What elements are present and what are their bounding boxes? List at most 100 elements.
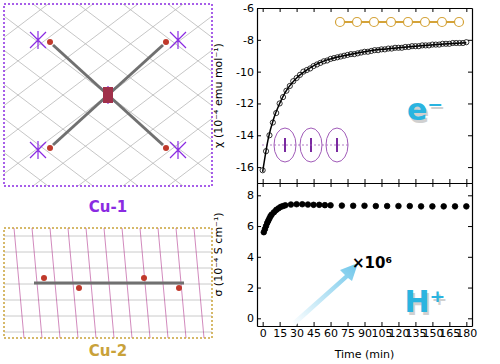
tick [398, 8, 399, 12]
tick-mark [468, 167, 472, 168]
data-point [373, 203, 379, 209]
metal-center [103, 87, 113, 103]
x-axis-top [258, 183, 473, 187]
tick-label: 75 [341, 327, 355, 340]
tick-mark [449, 8, 450, 12]
tick-mark [466, 183, 467, 187]
tick-mark [257, 288, 261, 289]
structure-label: Cu-1 [89, 198, 127, 216]
tick [280, 179, 281, 183]
tick: 6 [247, 220, 261, 233]
annotation: H⁺ [405, 284, 446, 319]
tick-mark [257, 318, 261, 319]
tick-mark [280, 183, 281, 187]
tick-mark [263, 8, 264, 12]
tick [432, 183, 433, 187]
tick [468, 195, 472, 196]
tick: -14 [236, 129, 261, 142]
fit-line [263, 43, 467, 172]
tick: 2 [247, 282, 261, 295]
tick: -8 [243, 34, 261, 47]
tick-mark [468, 257, 472, 258]
tick-mark [466, 8, 467, 12]
framework-line [168, 4, 212, 186]
chain-node [387, 18, 396, 27]
framework-line [168, 4, 212, 186]
annotation: ×10⁶ [352, 254, 392, 272]
tick-mark [263, 322, 264, 326]
data-point [418, 204, 424, 210]
increase-arrow [292, 263, 358, 325]
tick [365, 183, 366, 187]
inset-chain [335, 18, 464, 27]
tick [331, 183, 332, 187]
framework-line [4, 4, 48, 186]
tick-mark [314, 8, 315, 12]
tick-label: 8 [247, 189, 254, 202]
tick-label: 4 [247, 251, 254, 264]
structure-label: Cu-2 [89, 342, 127, 360]
tick: -16 [236, 161, 261, 174]
ligand [108, 45, 163, 95]
tick-mark [468, 226, 472, 227]
tick-mark [468, 288, 472, 289]
tick [348, 183, 349, 187]
data-point [328, 202, 334, 208]
tick-mark [398, 8, 399, 12]
tick-mark [297, 183, 298, 187]
framework-line [4, 236, 212, 237]
data-point [282, 202, 288, 208]
tick-mark [331, 322, 332, 326]
data-point [384, 203, 390, 209]
chain-node [455, 18, 464, 27]
tick-mark [257, 40, 261, 41]
tick [468, 72, 472, 73]
tick-mark [314, 179, 315, 183]
tick-mark [415, 179, 416, 183]
tick: 90 [358, 322, 372, 340]
tick [449, 183, 450, 187]
ligand-atom [41, 275, 47, 281]
framework-line [33, 4, 212, 186]
data-point [464, 204, 470, 210]
data-point [430, 204, 436, 210]
tick: 4 [247, 251, 261, 264]
chain-node [336, 18, 345, 27]
tick [297, 8, 298, 12]
tick [314, 179, 315, 183]
tick-mark [348, 179, 349, 183]
ligand-atom [163, 39, 169, 45]
tick [468, 103, 472, 104]
tick-mark [257, 103, 261, 104]
tick-mark [331, 179, 332, 183]
tick-label: 180 [456, 327, 477, 340]
plot-area [261, 201, 469, 235]
structure-panel: Cu-1 [0, 4, 408, 216]
data-point [339, 203, 345, 209]
ligand [108, 95, 163, 145]
tick [468, 8, 472, 9]
dimer-shell [326, 128, 348, 162]
tick [466, 8, 467, 12]
tick: 30 [290, 322, 304, 340]
tick-label: -16 [236, 161, 254, 174]
tick: 8 [247, 189, 261, 202]
tick [263, 179, 264, 183]
tick [415, 179, 416, 183]
tick [449, 8, 450, 12]
x-axis-top [258, 8, 473, 12]
framework-line [4, 4, 183, 186]
data-point [407, 203, 413, 209]
tick-mark [398, 179, 399, 183]
dimer-bond [284, 138, 286, 152]
data-point [305, 202, 311, 208]
tick-label: 60 [324, 327, 338, 340]
tick-mark [468, 8, 472, 9]
metal-node [170, 141, 186, 159]
tick-mark [365, 183, 366, 187]
metal-node [170, 31, 186, 49]
tick [365, 8, 366, 12]
data-point [362, 203, 368, 209]
tick-label: -8 [243, 34, 254, 47]
tick-mark [263, 179, 264, 183]
